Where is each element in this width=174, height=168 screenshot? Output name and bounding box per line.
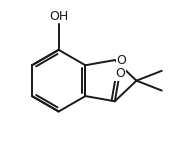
Text: O: O [115,67,125,80]
Text: OH: OH [49,10,68,23]
Text: O: O [116,54,126,67]
